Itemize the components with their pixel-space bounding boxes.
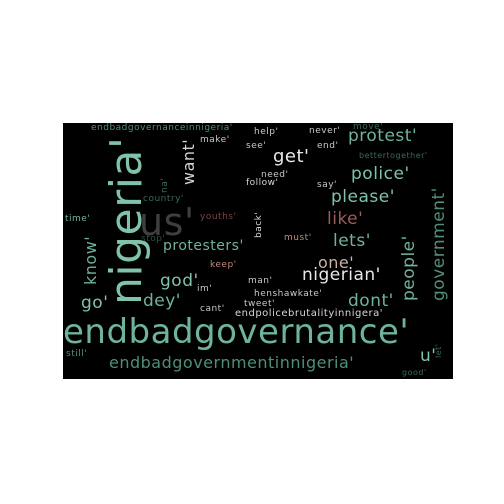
word-endbadgovernance: endbadgovernance' — [63, 312, 410, 352]
word-time: time' — [65, 214, 91, 224]
word-know: know' — [81, 235, 100, 285]
word-never: never' — [309, 126, 341, 136]
word-like: like' — [327, 209, 364, 229]
word-god: god' — [160, 271, 199, 291]
word-must: must' — [284, 233, 312, 243]
word-nigerian: nigerian' — [302, 265, 381, 285]
word-endbadgovernanceinnigeria: endbadgovernanceinnigeria' — [91, 123, 233, 133]
word-protest: protest' — [348, 126, 418, 146]
word-endpolicebrutalityinnigera: endpolicebrutalityinnigera' — [235, 308, 383, 319]
word-go: go' — [81, 293, 109, 313]
word-im: im' — [197, 284, 213, 294]
word-get: get' — [273, 146, 310, 167]
word-tweet: tweet' — [244, 299, 275, 309]
word-endbadgovernmentinnigeria: endbadgovernmentinnigeria' — [109, 353, 355, 372]
word-one: one' — [318, 253, 355, 272]
word-want: want' — [179, 138, 198, 185]
word-henshawkate: henshawkate' — [254, 289, 323, 299]
word-cant: cant' — [200, 304, 225, 314]
word-good: good' — [402, 368, 427, 377]
word-make: make' — [200, 135, 230, 145]
word-let: let' — [434, 343, 443, 358]
word-man: man' — [248, 276, 273, 286]
word-na: na' — [160, 177, 170, 193]
word-keep: keep' — [210, 260, 237, 270]
word-back: back' — [254, 211, 264, 238]
word-need: need' — [261, 170, 289, 180]
word-bettertogether: bettertogether' — [359, 151, 428, 160]
word-please: please' — [331, 187, 395, 207]
word-cloud: endbadgovernance' nigeria' us' endbadgovern… — [63, 123, 453, 379]
word-us: us' — [139, 200, 195, 244]
word-government: government' — [429, 187, 449, 301]
word-dey: dey' — [143, 291, 181, 311]
word-country: country' — [143, 194, 184, 204]
word-police: police' — [351, 164, 410, 184]
word-help: help' — [254, 127, 279, 137]
word-people: people' — [399, 235, 419, 301]
word-see: see' — [246, 141, 267, 151]
word-protesters: protesters' — [163, 238, 244, 254]
word-stop: stop' — [141, 234, 166, 244]
word-still: still' — [66, 349, 88, 359]
word-dont: dont' — [348, 291, 394, 311]
word-say: say' — [317, 180, 338, 190]
word-u: u' — [420, 346, 437, 366]
word-youths: youths' — [200, 212, 237, 222]
word-move: move' — [353, 123, 384, 132]
word-lets: lets' — [333, 231, 371, 251]
word-follow: follow' — [246, 178, 279, 188]
word-end: end' — [317, 141, 339, 151]
